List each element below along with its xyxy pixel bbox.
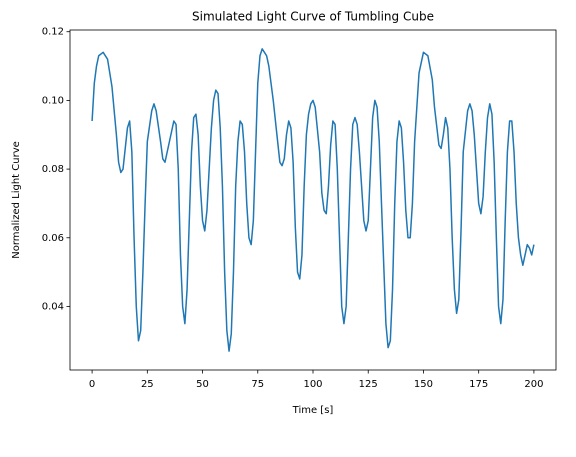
x-tick-label: 25 <box>141 379 154 390</box>
chart-title: Simulated Light Curve of Tumbling Cube <box>192 10 434 24</box>
y-tick-label: 0.12 <box>42 27 64 38</box>
axes-frame <box>69 29 557 371</box>
y-axis-label: Normalized Light Curve <box>11 141 22 259</box>
x-tick-label: 75 <box>251 379 264 390</box>
x-tick-label: 175 <box>469 379 488 390</box>
x-tick-label: 125 <box>359 379 378 390</box>
x-axis-label: Time [s] <box>292 405 334 416</box>
x-tick-label: 200 <box>524 379 543 390</box>
y-tick-label: 0.04 <box>42 301 64 312</box>
x-tick-label: 50 <box>196 379 209 390</box>
data-line <box>91 48 535 352</box>
x-tick-label: 100 <box>303 379 322 390</box>
x-tick-label: 0 <box>89 379 95 390</box>
y-tick-label: 0.08 <box>42 164 64 175</box>
y-tick-label: 0.10 <box>42 95 64 106</box>
y-tick-label: 0.06 <box>42 233 64 244</box>
x-tick-label: 150 <box>414 379 433 390</box>
